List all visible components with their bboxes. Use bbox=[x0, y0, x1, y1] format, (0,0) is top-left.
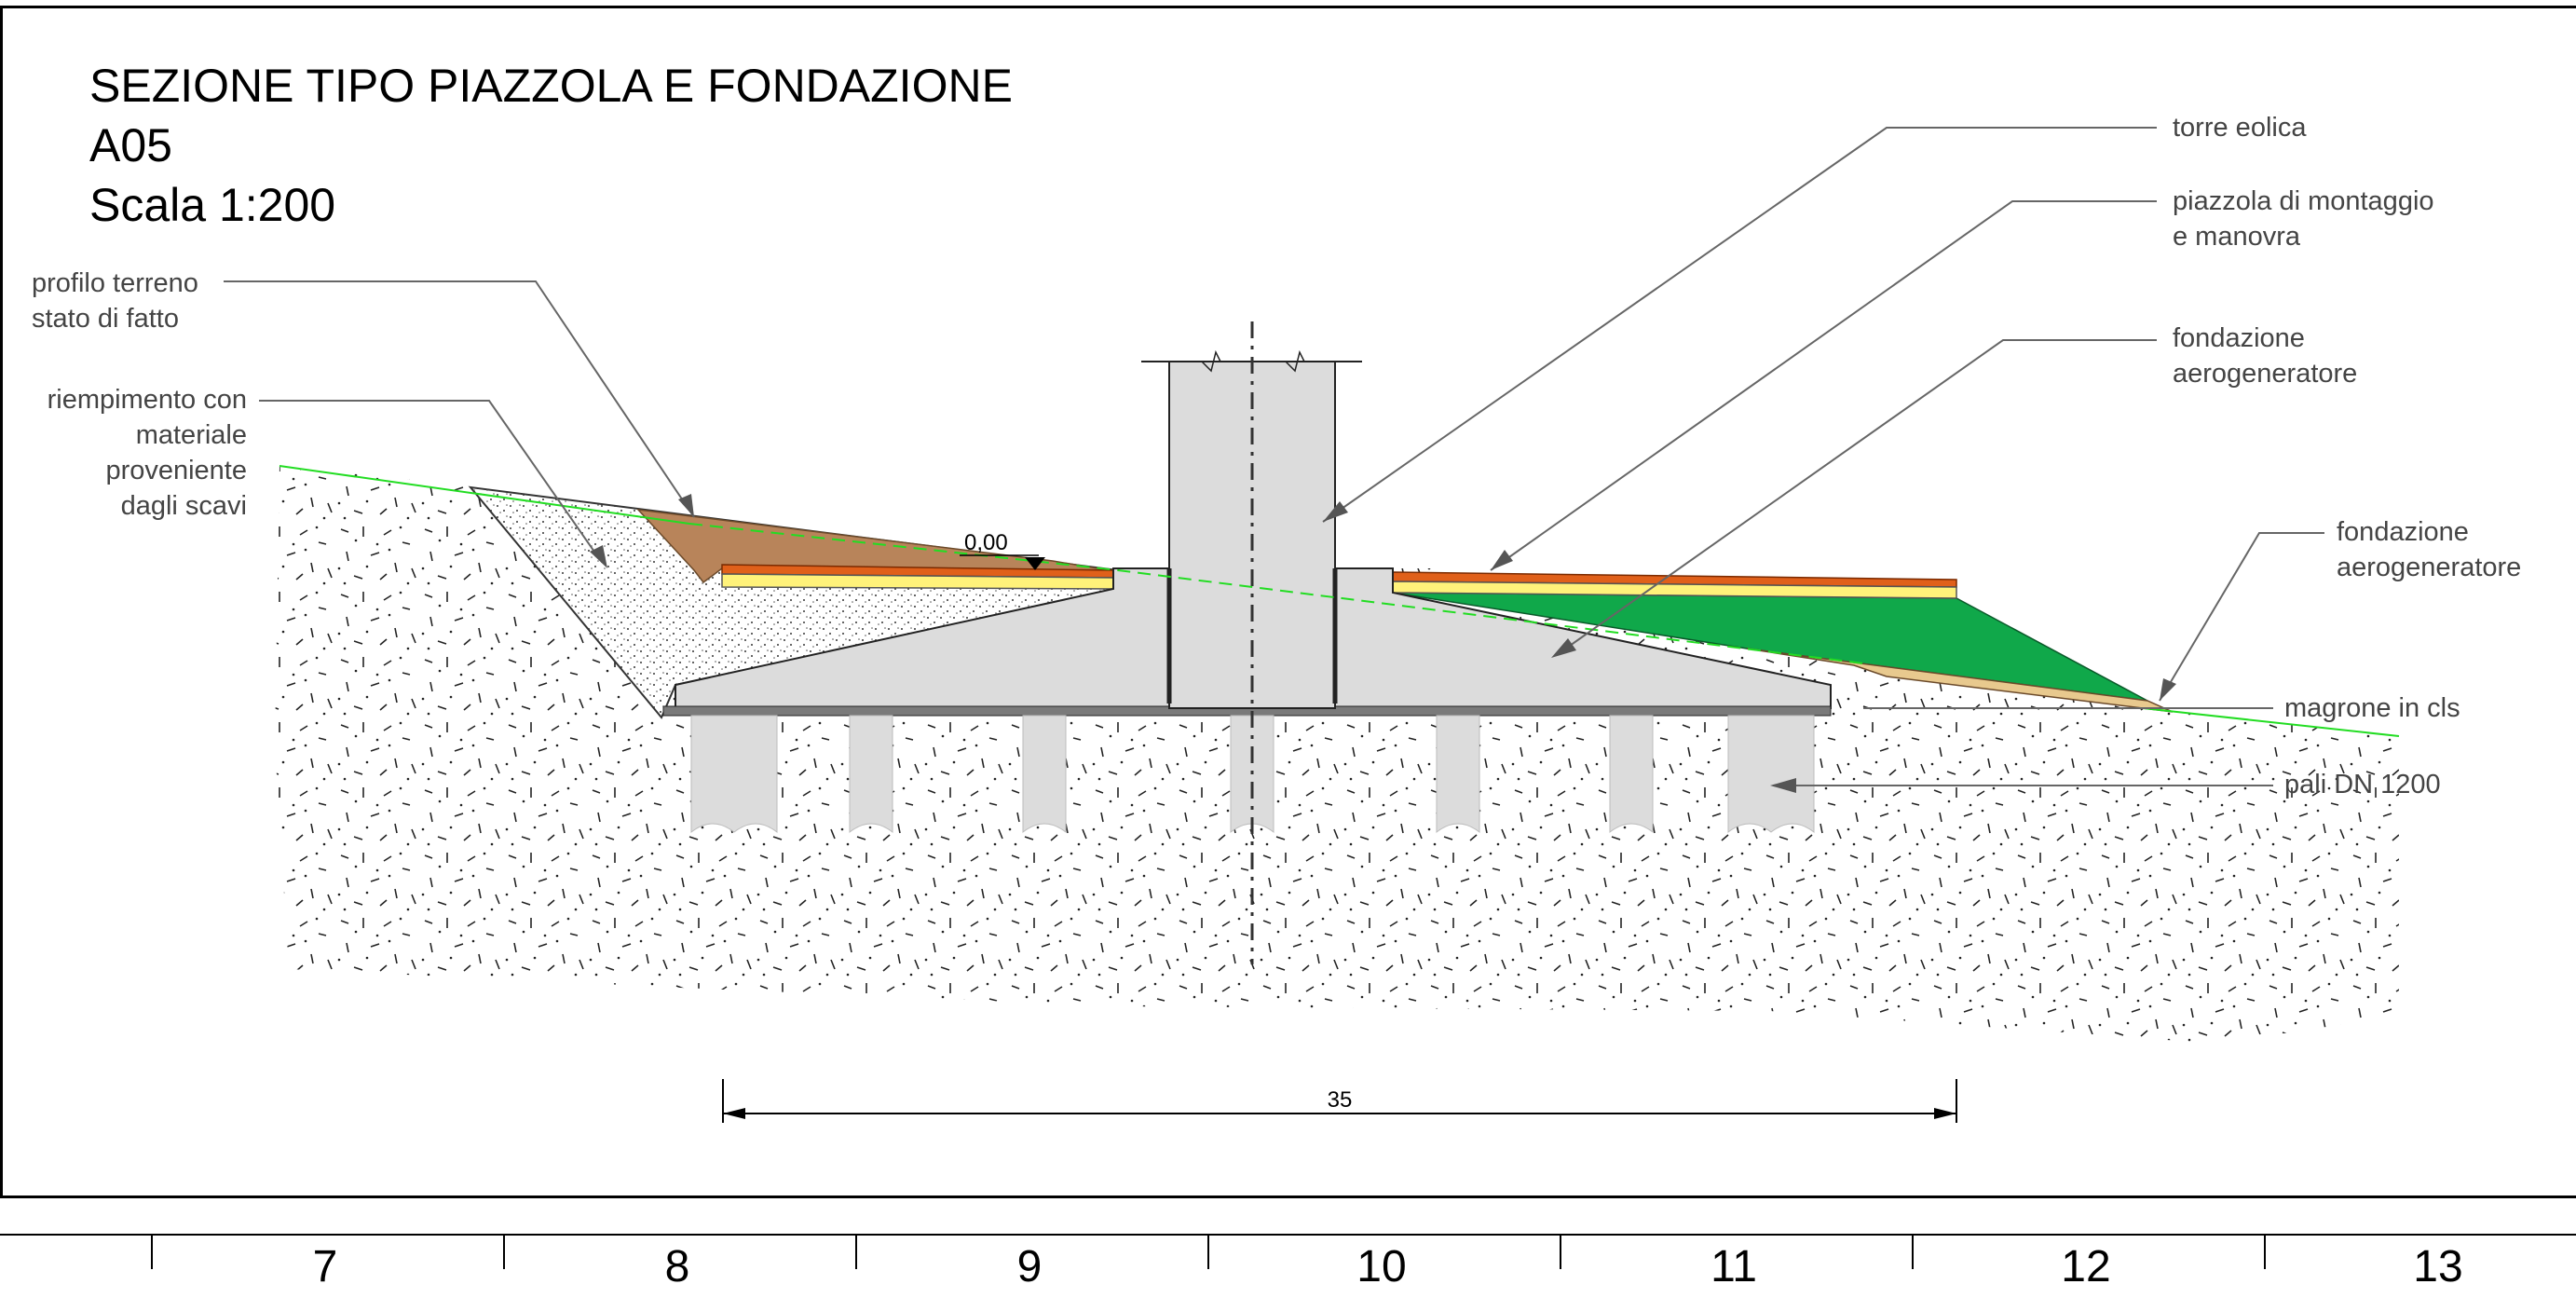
dimension-arrow-right bbox=[1934, 1108, 1956, 1119]
arrowhead-riempimento bbox=[590, 545, 607, 568]
label-torre: torre eolica bbox=[2173, 113, 2307, 143]
label-pali: pali DN 1200 bbox=[2284, 770, 2441, 799]
grid-column-7: 7 bbox=[312, 1242, 338, 1291]
label-magrone: magrone in cls bbox=[2284, 693, 2460, 723]
pile-2 bbox=[849, 715, 893, 834]
pile-3 bbox=[1022, 715, 1067, 834]
pile-6 bbox=[1609, 715, 1654, 834]
dimension-arrow-left bbox=[723, 1108, 745, 1119]
break-mark-left bbox=[1201, 349, 1221, 373]
grid-column-11: 11 bbox=[1711, 1242, 1757, 1291]
title-block: SEZIONE TIPO PIAZZOLA E FONDAZIONE A05 S… bbox=[89, 56, 1013, 235]
label-riempimento-line3: proveniente bbox=[105, 456, 247, 485]
drawing-scale: Scala 1:200 bbox=[89, 179, 336, 231]
grid-column-8: 8 bbox=[664, 1242, 690, 1291]
label-piazzola-line1: piazzola di montaggio bbox=[2173, 186, 2434, 216]
drawing-code: A05 bbox=[89, 119, 172, 171]
label-fondazione-b-line1: fondazione bbox=[2337, 517, 2469, 547]
arrowhead-fondazione-b bbox=[2160, 678, 2176, 701]
label-riempimento-line4: dagli scavi bbox=[120, 491, 247, 521]
piles bbox=[690, 715, 1815, 834]
pile-1 bbox=[690, 715, 778, 834]
arrowhead-fondazione bbox=[1551, 638, 1576, 658]
leader-profilo bbox=[224, 280, 695, 518]
leader-riempimento bbox=[259, 400, 597, 555]
label-piazzola-line2: e manovra bbox=[2173, 222, 2301, 252]
drawing-title: SEZIONE TIPO PIAZZOLA E FONDAZIONE bbox=[89, 60, 1013, 112]
arrowhead-piazzola bbox=[1491, 550, 1513, 570]
section-drawing: 0,00 35 bbox=[224, 127, 2400, 1123]
drawing-frame bbox=[0, 6, 2576, 1198]
pile-5 bbox=[1436, 715, 1480, 834]
grid-column-10: 10 bbox=[1356, 1242, 1407, 1291]
label-fondazione-line1: fondazione bbox=[2173, 323, 2305, 353]
label-profilo-line1: profilo terreno bbox=[32, 268, 198, 298]
elevation-marker-icon bbox=[1025, 557, 1045, 570]
grid-column-13: 13 bbox=[2413, 1242, 2463, 1291]
grid-column-9: 9 bbox=[1016, 1242, 1043, 1291]
ground-profile-line bbox=[279, 465, 690, 525]
label-fondazione-b-line2: aerogeneratore bbox=[2337, 553, 2522, 582]
grid-ruler bbox=[0, 1234, 2576, 1269]
backfill-dots bbox=[470, 487, 1118, 717]
break-mark-right bbox=[1285, 349, 1305, 373]
leader-fondazione-b bbox=[2159, 532, 2324, 702]
label-riempimento-line2: materiale bbox=[135, 420, 247, 450]
label-riempimento-line1: riempimento con bbox=[47, 385, 247, 415]
arrowhead-torre bbox=[1323, 501, 1348, 522]
grid-column-12: 12 bbox=[2061, 1242, 2111, 1291]
ground-profile-line-right bbox=[2142, 707, 2400, 737]
label-fondazione-line2: aerogeneratore bbox=[2173, 359, 2358, 389]
pile-7 bbox=[1727, 715, 1815, 834]
leader-fondazione bbox=[1560, 339, 2157, 653]
leader-piazzola bbox=[1490, 200, 2157, 571]
dimension-value: 35 bbox=[1328, 1087, 1353, 1113]
ground-profile-line-dashed bbox=[688, 523, 1864, 664]
arrowhead-profilo bbox=[678, 494, 694, 517]
label-profilo-line2: stato di fatto bbox=[32, 304, 179, 334]
leader-torre bbox=[1322, 127, 2157, 523]
arrowhead-pali bbox=[1770, 778, 1796, 793]
elevation-value: 0,00 bbox=[964, 530, 1008, 555]
